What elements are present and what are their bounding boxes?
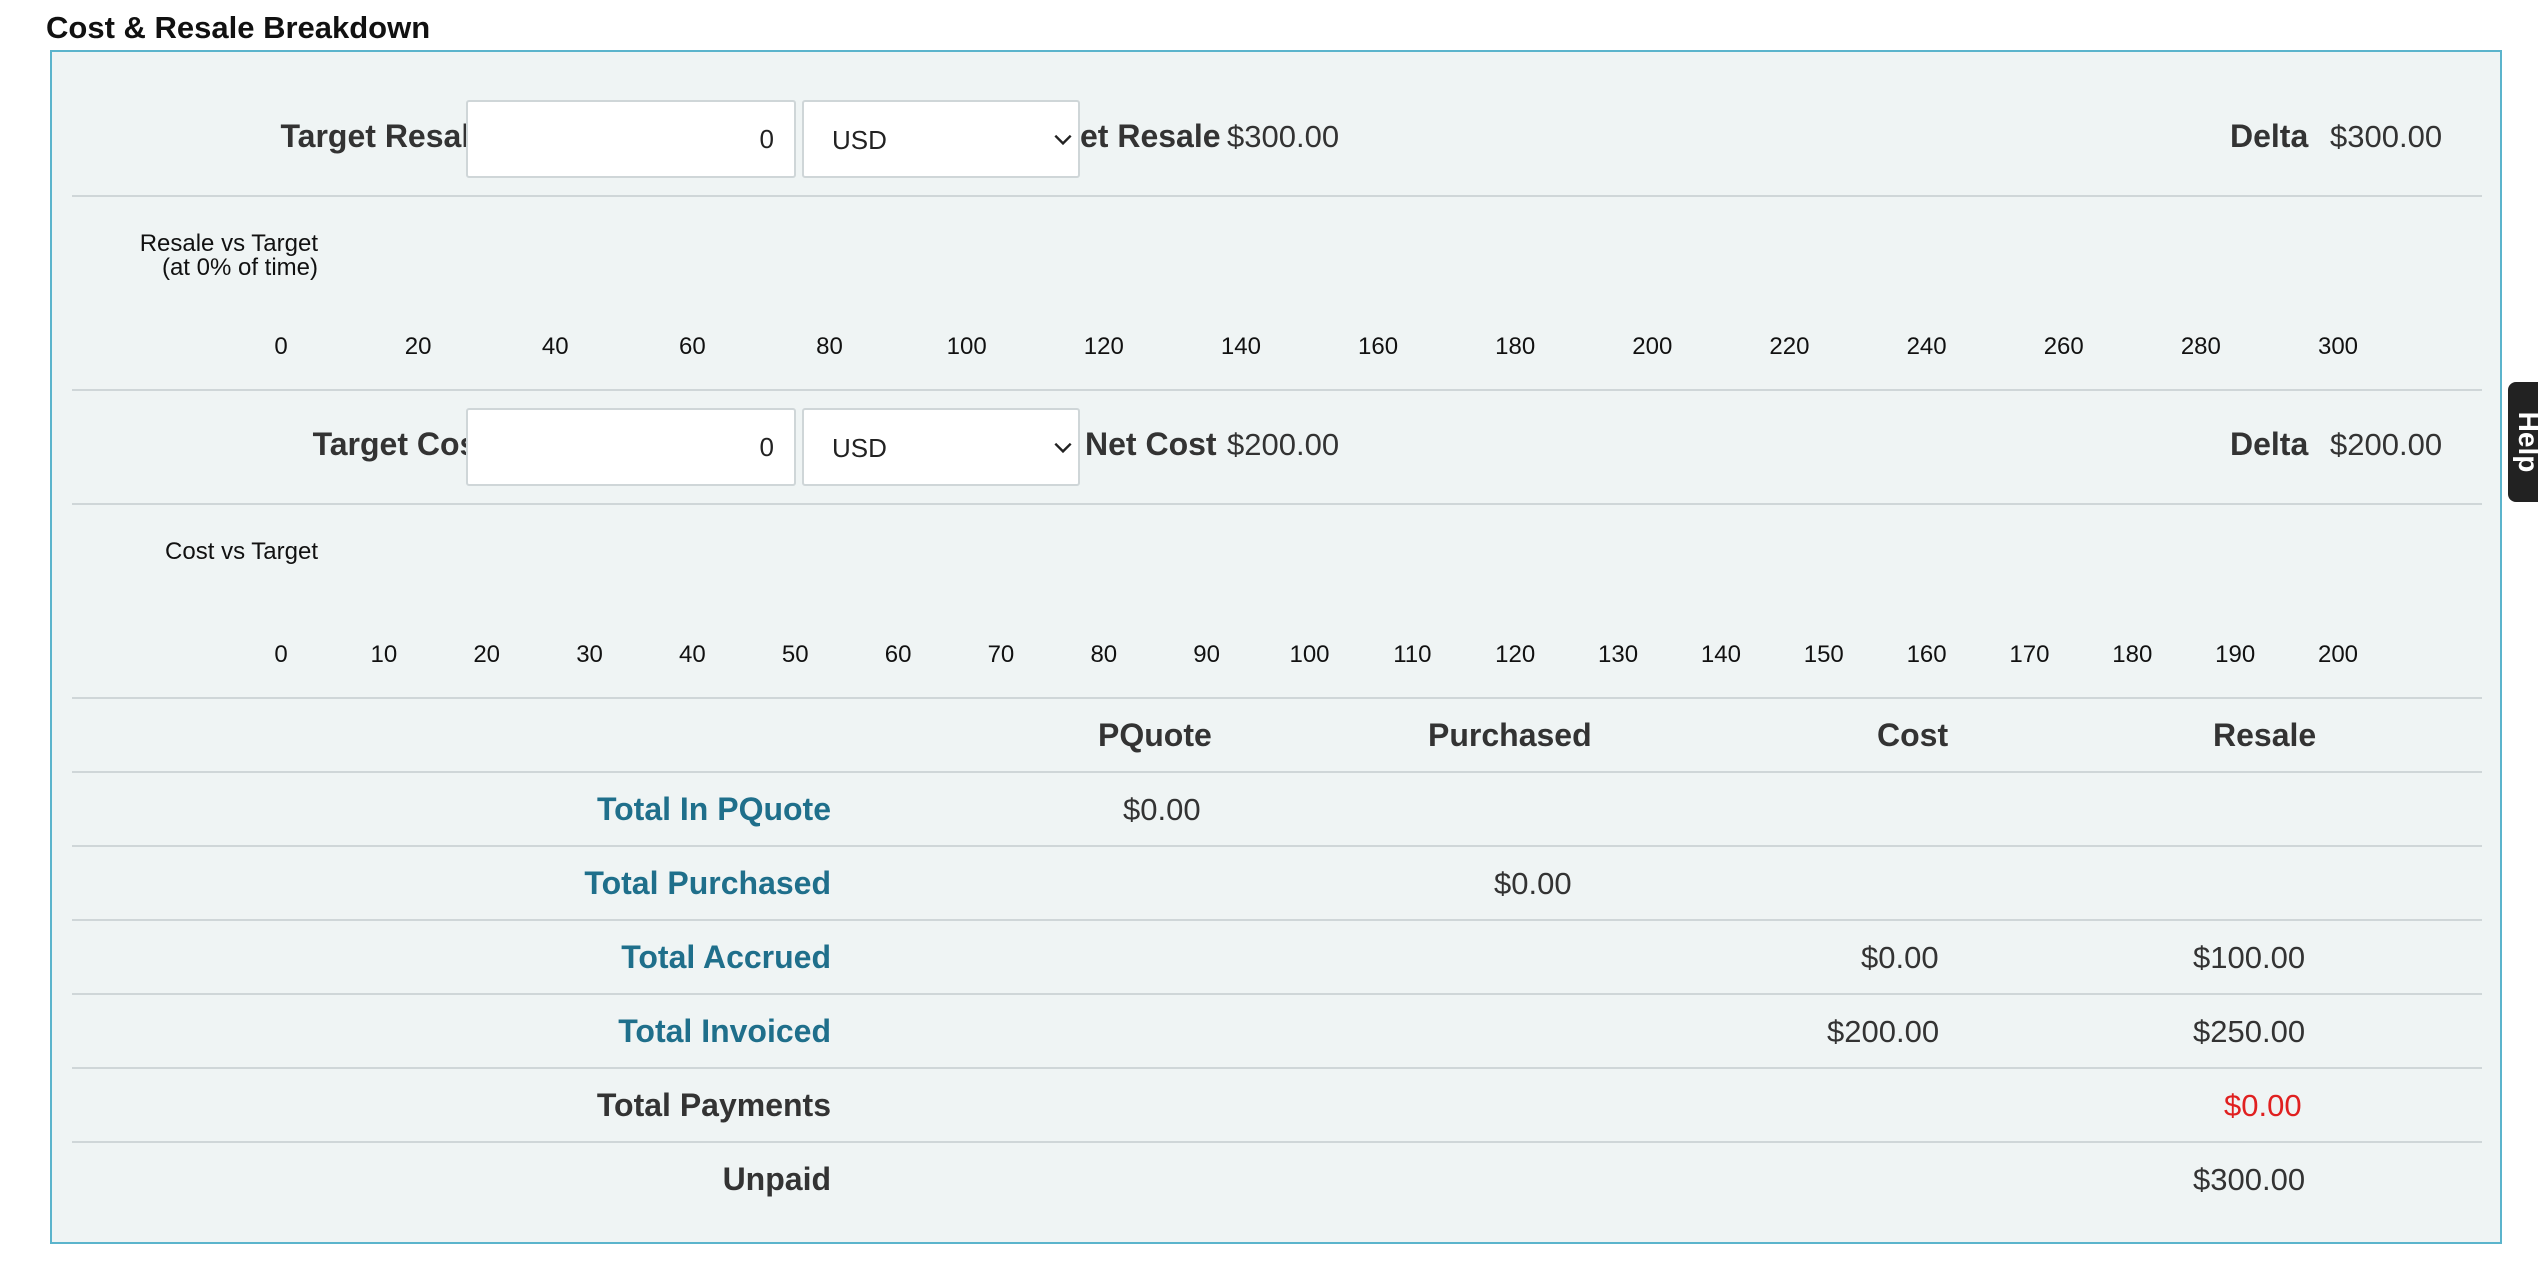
table-cell: $0.00 — [1861, 940, 1939, 975]
divider — [72, 195, 2482, 197]
column-header-cost: Cost — [1877, 717, 1949, 753]
cost-currency-select[interactable]: USD — [802, 408, 1080, 486]
resale-axis-tick-label: 140 — [1220, 333, 1261, 360]
resale-currency-value: USD — [832, 125, 887, 155]
total-in-pquote-link[interactable]: Total In PQuote — [596, 791, 831, 827]
cost-axis-tick-label: 100 — [1289, 641, 1330, 668]
cost-delta-value: $200.00 — [2330, 427, 2443, 462]
table-cell: $250.00 — [2193, 1014, 2306, 1049]
resale-axis-tick-label: 0 — [274, 333, 288, 360]
divider — [72, 993, 2482, 995]
resale-axis-tick-label: 260 — [2043, 333, 2084, 360]
cost-axis-tick-label: 160 — [1906, 641, 1947, 668]
resale-axis-tick-label: 220 — [1769, 333, 1810, 360]
resale-axis-tick-label: 280 — [2180, 333, 2221, 360]
table-cell: $0.00 — [1123, 792, 1201, 827]
target-resale-label: Target Resale — [280, 118, 489, 154]
section-title: Cost & Resale Breakdown — [46, 10, 431, 45]
cost-axis-tick-label: 0 — [274, 641, 288, 668]
divider — [72, 845, 2482, 847]
total-accrued-link[interactable]: Total Accrued — [621, 939, 831, 975]
column-header-pquote: PQuote — [1098, 717, 1212, 753]
divider — [72, 389, 2482, 391]
target-cost-input[interactable] — [466, 408, 796, 486]
cost-axis-tick-label: 150 — [1803, 641, 1844, 668]
cost-axis-tick-label: 200 — [2317, 641, 2359, 668]
divider — [72, 697, 2482, 699]
target-resale-input[interactable] — [466, 100, 796, 178]
net-cost-value: $200.00 — [1227, 427, 1340, 462]
table-cell: $0.00 — [1494, 866, 1572, 901]
column-header-resale: Resale — [2213, 717, 2317, 753]
table-cell: $0.00 — [2224, 1088, 2302, 1123]
table-cell: $200.00 — [1827, 1014, 1940, 1049]
net-resale-value: $300.00 — [1227, 119, 1340, 154]
column-header-purchased: Purchased — [1428, 717, 1592, 753]
resale-currency-select[interactable]: USD — [802, 100, 1080, 178]
cost-axis-tick-label: 180 — [2112, 641, 2153, 668]
resale-delta-value: $300.00 — [2330, 119, 2443, 154]
cost-axis-tick-label: 130 — [1598, 641, 1639, 668]
resale-chart-title-line1: Resale vs Target — [139, 230, 318, 257]
cost-axis-tick-label: 170 — [2009, 641, 2050, 668]
resale-axis-tick-label: 100 — [946, 333, 987, 360]
cost-resale-panel: Target Resale USD et Resale $300.00 Delt… — [50, 50, 2502, 1244]
cost-axis-tick-label: 40 — [679, 641, 706, 668]
cost-axis-tick-label: 190 — [2215, 641, 2256, 668]
cost-axis-tick-label: 80 — [1090, 641, 1118, 668]
divider — [72, 1141, 2482, 1143]
resale-axis-tick-label: 40 — [541, 333, 569, 360]
cost-axis-tick-label: 120 — [1495, 641, 1536, 668]
cost-axis-tick-label: 50 — [781, 641, 809, 668]
resale-axis-tick-label: 300 — [2317, 333, 2359, 360]
resale-axis-tick-label: 180 — [1495, 333, 1536, 360]
net-cost-label: Net Cost — [1085, 426, 1217, 462]
cost-axis-tick-label: 30 — [576, 641, 603, 668]
resale-delta-label: Delta — [2230, 118, 2309, 154]
cost-axis-tick-label: 90 — [1193, 641, 1220, 668]
resale-axis-tick-label: 200 — [1632, 333, 1673, 360]
resale-axis-tick-label: 120 — [1083, 333, 1124, 360]
help-tab-label: Help — [2513, 411, 2538, 473]
divider — [72, 503, 2482, 505]
total-invoiced-link[interactable]: Total Invoiced — [618, 1013, 831, 1049]
divider — [72, 1067, 2482, 1069]
target-cost-label: Target Cost — [312, 426, 488, 462]
cost-axis-tick-label: 70 — [987, 641, 1015, 668]
cost-axis-tick-label: 10 — [370, 641, 398, 668]
cost-axis-tick-label: 110 — [1393, 641, 1432, 668]
divider — [72, 919, 2482, 921]
resale-axis-tick-label: 20 — [404, 333, 432, 360]
resale-axis-tick-label: 80 — [816, 333, 843, 360]
cost-axis-tick-label: 60 — [884, 641, 912, 668]
total-purchased-link[interactable]: Total Purchased — [584, 865, 831, 901]
resale-chart-title-line2: (at 0% of time) — [161, 254, 318, 281]
resale-axis-tick-label: 160 — [1358, 333, 1399, 360]
cost-delta-label: Delta — [2230, 426, 2309, 462]
divider — [72, 771, 2482, 773]
cost-axis-tick-label: 20 — [473, 641, 501, 668]
table-cell: $100.00 — [2193, 940, 2306, 975]
chevron-down-icon — [1054, 442, 1072, 454]
cost-axis-tick-label: 140 — [1700, 641, 1741, 668]
help-tab[interactable]: Help — [2508, 382, 2538, 502]
unpaid-label: Unpaid — [722, 1161, 831, 1197]
total-payments-label: Total Payments — [596, 1087, 831, 1123]
cost-currency-value: USD — [832, 433, 887, 463]
resale-axis-tick-label: 240 — [1906, 333, 1947, 360]
resale-axis-tick-label: 60 — [679, 333, 706, 360]
cost-chart-title: Cost vs Target — [165, 538, 318, 565]
table-cell: $300.00 — [2193, 1162, 2306, 1197]
net-resale-label: et Resale — [1080, 118, 1221, 154]
resale-chart-title: Resale vs Target (at 0% of time) — [140, 232, 318, 280]
chevron-down-icon — [1054, 134, 1072, 146]
